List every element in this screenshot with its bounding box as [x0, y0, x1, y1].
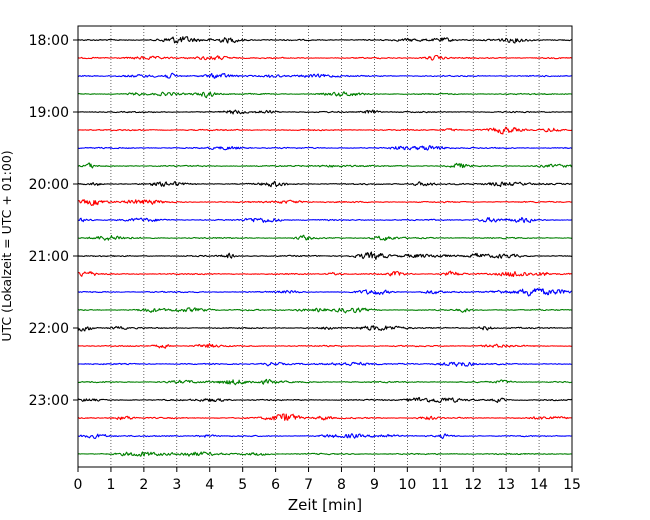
trace-line [77, 378, 573, 386]
plot-background [78, 26, 572, 467]
x-tick-label: 4 [205, 477, 214, 493]
x-axis: 0 1 2 3 4 5 6 7 8 9 10 11 12 13 14 15 [74, 467, 581, 493]
y-tick-label: 18:00 [29, 33, 69, 49]
trace-line [77, 126, 573, 135]
trace-line [77, 36, 573, 44]
x-tick-label: 2 [139, 477, 148, 493]
trace-line [77, 54, 573, 61]
trace-line [77, 451, 573, 457]
trace-line [77, 180, 573, 188]
plot-frame [77, 25, 573, 468]
trace-line [77, 162, 573, 169]
trace-line [77, 72, 573, 79]
trace-line [77, 325, 573, 332]
trace-line [77, 234, 573, 242]
trace-line [77, 287, 573, 297]
x-tick-label: 3 [172, 477, 181, 493]
seismic-traces [77, 36, 573, 457]
y-tick-label: 23:00 [29, 393, 69, 409]
x-tick-label: 13 [497, 477, 515, 493]
trace-line [77, 91, 573, 99]
y-axis: 18:00 19:00 20:00 21:00 22:00 23:00 [29, 33, 78, 409]
trace-line [77, 433, 573, 440]
x-tick-label: 11 [431, 477, 449, 493]
x-tick-label: 9 [370, 477, 379, 493]
trace-line [77, 109, 573, 115]
trace-line [77, 361, 573, 367]
x-tick-label: 12 [464, 477, 482, 493]
x-axis-label: Zeit [min] [288, 496, 362, 514]
y-tick-label: 19:00 [29, 105, 69, 121]
x-tick-label: 15 [563, 477, 581, 493]
trace-line [77, 199, 573, 206]
y-tick-label: 21:00 [29, 249, 69, 265]
trace-line [77, 343, 573, 349]
trace-line [77, 413, 573, 421]
trace-line [77, 270, 573, 278]
trace-line [77, 307, 573, 314]
trace-line [77, 144, 573, 151]
y-axis-label: UTC (Lokalzeit = UTC + 01:00) [0, 150, 14, 341]
x-tick-label: 6 [271, 477, 280, 493]
x-tick-label: 10 [398, 477, 416, 493]
trace-line [77, 216, 573, 224]
y-tick-label: 22:00 [29, 321, 69, 337]
x-tick-label: 0 [74, 477, 83, 493]
trace-line [77, 251, 573, 260]
y-tick-label: 20:00 [29, 177, 69, 193]
x-tick-label: 8 [337, 477, 346, 493]
x-tick-label: 1 [106, 477, 115, 493]
trace-line [77, 396, 573, 404]
x-tick-label: 14 [530, 477, 548, 493]
x-tick-label: 7 [304, 477, 313, 493]
x-tick-label: 5 [238, 477, 247, 493]
